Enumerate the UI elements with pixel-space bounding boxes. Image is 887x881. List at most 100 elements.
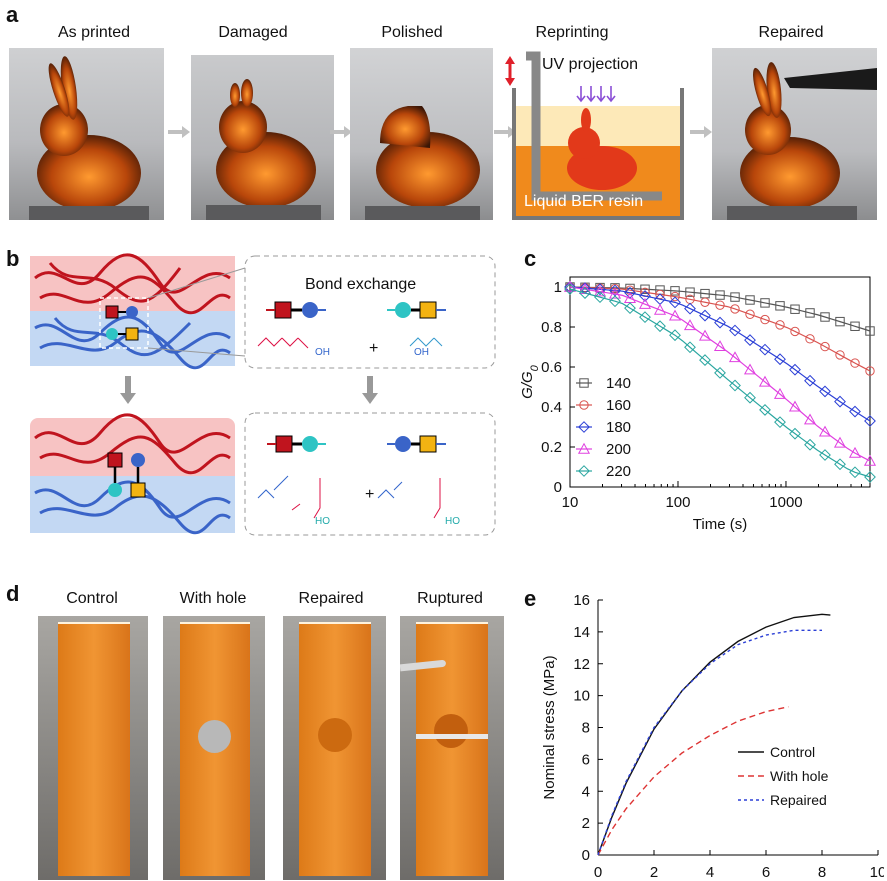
arrow-right-icon [690,126,712,138]
data-point [819,449,831,461]
data-point [609,295,621,308]
x-tick-label: 10 [870,864,884,880]
data-point [744,334,756,346]
data-point [773,387,787,399]
bond-exchange-title: Bond exchange [305,276,417,293]
vertical-motion-icon [505,56,515,86]
caption-polished: Polished [381,24,443,41]
caption-reprinting: Reprinting [535,24,609,41]
photo-repaired [712,48,877,220]
data-point [743,363,757,375]
ho-label-left: HO [315,516,330,527]
panel-e-letter: e [524,586,537,611]
data-point [730,292,740,302]
arrow-right-icon [494,126,516,138]
panel-b-letter: b [6,246,20,271]
data-point [670,286,680,296]
legend-label: 160 [606,397,631,414]
y-tick-label: 0.8 [541,319,562,336]
y-tick-label: 0.6 [541,359,562,376]
panel-a-letter: a [6,2,19,27]
data-point [669,329,681,342]
data-point [850,358,860,368]
series-160 [565,282,875,376]
data-point [639,290,651,302]
photo-ruptured-sample [400,616,504,880]
data-point [833,436,847,448]
arrow-right-icon [330,126,352,138]
data-point [774,416,786,429]
panel-d-letter: d [6,581,20,606]
data-point [834,458,846,471]
data-point [744,391,756,404]
legend-label: 200 [606,441,631,458]
data-point [578,421,590,433]
bunny-figure [727,62,877,220]
data-point [639,311,651,324]
data-point [745,309,755,319]
caption-ruptured: Ruptured [417,590,483,607]
repaired-spot [318,718,352,752]
resin-label: Liquid BER resin [524,193,644,210]
plus-sign-bottom: + [365,486,375,503]
panel-b-diagram [30,248,500,578]
data-point [578,465,590,477]
y-tick-label: 8 [582,720,590,737]
data-point [728,351,742,363]
data-point [803,413,817,425]
series-220 [564,283,876,483]
arrow-right-icon [168,126,190,138]
legend-label: 180 [606,419,631,436]
photo-repaired-sample [283,616,386,880]
x-tick-label: 10 [562,494,579,511]
chart-relaxation: 0 0.2 0.4 0.6 0.8 1 10 100 1000 Time (s) G/G0 140 16… [520,276,877,533]
y-tick-label: 6 [582,751,590,768]
data-point [865,366,875,376]
x-tick-label: 4 [706,864,714,880]
data-point [805,334,815,344]
data-point [759,404,771,416]
bunny-figure [365,106,480,220]
data-point [699,354,711,366]
data-point [653,303,667,315]
data-point [564,281,576,293]
y-tick-label: 0 [582,847,590,864]
data-point [579,287,591,299]
data-point [775,301,785,311]
data-point [594,291,606,304]
y-tick-label: 0 [554,479,562,496]
data-point [594,283,606,296]
data-point [850,321,860,331]
data-point [593,285,607,297]
data-point [577,442,591,454]
data-point [684,302,696,315]
series-line-repaired [597,629,822,856]
data-point [700,297,710,307]
data-point [713,340,727,352]
y-tick-label: 14 [573,624,590,641]
data-point [835,350,845,360]
legend-label: Repaired [770,792,827,808]
data-point [670,291,680,302]
data-point [714,316,726,329]
x-tick-label: 0 [594,864,602,880]
data-point [610,284,620,294]
data-point [805,308,815,318]
data-point [669,296,681,309]
data-point [790,326,800,337]
data-point [729,324,741,337]
data-point [818,425,832,437]
data-point [864,471,876,483]
y-tick-label: 1 [554,279,562,296]
photo-polished [350,48,493,220]
data-point [685,287,695,297]
series-line [569,286,871,462]
crack-line [416,734,488,739]
caption-damaged: Damaged [218,24,288,41]
x-tick-label: 100 [665,494,690,511]
y-tick-label: 12 [573,656,590,673]
tweezers-icon [784,68,877,90]
series-200 [563,280,877,466]
data-point [564,283,576,295]
data-point [759,343,771,356]
